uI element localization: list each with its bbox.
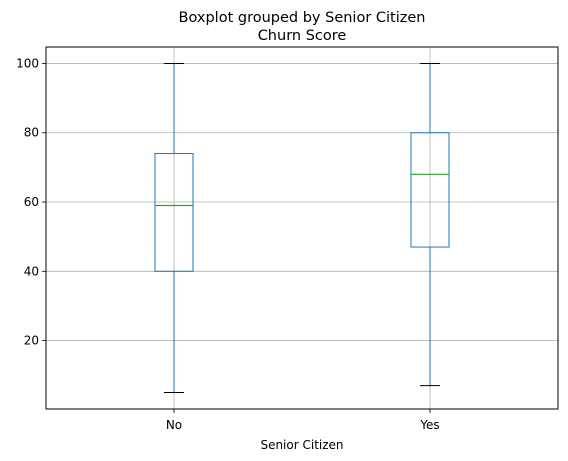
boxes <box>154 62 450 394</box>
y-tick-label: 60 <box>24 195 39 209</box>
iqr-box <box>410 132 450 248</box>
x-tick-label: Yes <box>419 418 439 432</box>
plot-frame <box>45 46 559 410</box>
y-tick-label: 100 <box>16 56 39 70</box>
axis-ticks: 20 40 60 80 100 No Yes <box>16 56 440 432</box>
iqr-box <box>154 153 194 272</box>
grid-lines <box>46 47 558 409</box>
y-tick-label: 80 <box>24 126 39 140</box>
y-tick-label: 40 <box>24 264 39 278</box>
box-no <box>154 62 194 394</box>
y-tick-label: 20 <box>24 334 39 348</box>
x-axis-label: Senior Citizen <box>260 438 343 452</box>
chart-subtitle: Churn Score <box>258 28 347 44</box>
x-tick-label: No <box>166 418 182 432</box>
box-yes <box>410 62 450 387</box>
chart-title: Boxplot grouped by Senior Citizen <box>179 10 426 26</box>
